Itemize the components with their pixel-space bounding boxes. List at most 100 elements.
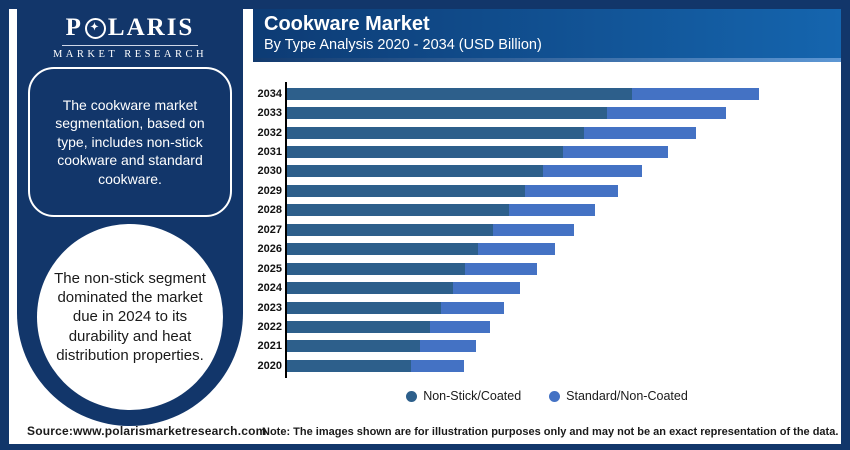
bar-segment-standard-non-coated-2034 <box>632 87 759 100</box>
bar-segment-non-stick-coated-2028 <box>287 204 509 217</box>
bar-segment-non-stick-coated-2032 <box>287 126 584 139</box>
y-axis-label: 2028 <box>257 204 282 217</box>
bar-segment-non-stick-coated-2027 <box>287 223 493 236</box>
y-axis-label: 2034 <box>257 87 282 100</box>
compass-star-icon: ✦ <box>84 17 106 39</box>
chart-rows: 2034 2033 2032 2031 2030 2029 2028 2027 2026 2025… <box>253 84 841 376</box>
polaris-logo: P ✦ LARIS MARKET RESEARCH <box>17 13 243 60</box>
stacked-bar <box>287 107 726 120</box>
y-axis-label: 2025 <box>257 262 282 275</box>
logo-text-after-o: LARIS <box>107 14 195 41</box>
bar-segment-standard-non-coated-2029 <box>525 184 618 197</box>
y-axis-label: 2020 <box>257 359 282 372</box>
chart-row-2034: 2034 <box>253 84 841 103</box>
legend-label: Standard/Non-Coated <box>566 389 688 403</box>
chart-row-2025: 2025 <box>253 259 841 278</box>
disclaimer-note: Note: The images shown are for illustrat… <box>262 426 839 438</box>
stacked-bar <box>287 165 642 178</box>
frame-border-top <box>0 0 850 9</box>
y-axis-label: 2033 <box>257 107 282 120</box>
dominance-callout-text: The non-stick segment dominated the mark… <box>54 270 206 364</box>
chart-row-2033: 2033 <box>253 103 841 122</box>
logo-divider-line <box>62 45 198 46</box>
page-subtitle: By Type Analysis 2020 - 2034 (USD Billio… <box>264 37 542 53</box>
bar-segment-non-stick-coated-2033 <box>287 107 607 120</box>
segmentation-callout-text: The cookware market segmentation, based … <box>55 96 205 187</box>
chart-row-2029: 2029 <box>253 181 841 200</box>
y-axis-label: 2032 <box>257 126 282 139</box>
legend-item: Non-Stick/Coated <box>406 389 521 403</box>
chart-header: Cookware Market By Type Analysis 2020 - … <box>253 9 841 58</box>
segmentation-callout-box: The cookware market segmentation, based … <box>28 67 232 217</box>
bar-segment-standard-non-coated-2033 <box>607 107 726 120</box>
y-axis-label: 2021 <box>257 340 282 353</box>
stacked-bar <box>287 359 464 372</box>
bar-segment-non-stick-coated-2024 <box>287 282 453 295</box>
chart-row-2031: 2031 <box>253 142 841 161</box>
header-accent-strip <box>253 58 841 62</box>
stacked-bar <box>287 223 574 236</box>
stacked-bar-chart: 2034 2033 2032 2031 2030 2029 2028 2027 2026 2025… <box>253 62 841 418</box>
chart-row-2023: 2023 <box>253 298 841 317</box>
bar-segment-standard-non-coated-2027 <box>493 223 574 236</box>
stacked-bar <box>287 126 696 139</box>
chart-row-2028: 2028 <box>253 201 841 220</box>
left-sidebar-panel: P ✦ LARIS MARKET RESEARCH The cookware m… <box>17 9 243 426</box>
bar-segment-non-stick-coated-2031 <box>287 146 563 159</box>
bar-segment-non-stick-coated-2034 <box>287 87 632 100</box>
bar-segment-standard-non-coated-2023 <box>441 301 504 314</box>
chart-row-2022: 2022 <box>253 317 841 336</box>
chart-row-2021: 2021 <box>253 337 841 356</box>
frame-border-left <box>0 0 9 450</box>
legend: Non-Stick/Coated Standard/Non-Coated <box>253 389 841 403</box>
chart-row-2024: 2024 <box>253 278 841 297</box>
bar-segment-non-stick-coated-2026 <box>287 243 478 256</box>
logo-wordmark: P ✦ LARIS <box>66 13 195 43</box>
y-axis-line <box>285 82 287 378</box>
bar-segment-standard-non-coated-2025 <box>465 262 537 275</box>
y-axis-label: 2027 <box>257 223 282 236</box>
legend-item: Standard/Non-Coated <box>549 389 688 403</box>
stacked-bar <box>287 184 618 197</box>
bar-segment-standard-non-coated-2026 <box>478 243 555 256</box>
stacked-bar <box>287 204 595 217</box>
legend-dot-icon <box>406 390 418 402</box>
frame-border-bottom <box>0 444 850 450</box>
y-axis-label: 2031 <box>257 146 282 159</box>
bar-segment-standard-non-coated-2022 <box>430 320 490 333</box>
bar-segment-non-stick-coated-2022 <box>287 320 430 333</box>
bar-segment-non-stick-coated-2029 <box>287 184 525 197</box>
stacked-bar <box>287 282 520 295</box>
bar-segment-non-stick-coated-2021 <box>287 340 420 353</box>
legend-label: Non-Stick/Coated <box>423 389 522 403</box>
stacked-bar <box>287 243 555 256</box>
bar-segment-standard-non-coated-2024 <box>453 282 520 295</box>
dominance-callout-circle: The non-stick segment dominated the mark… <box>37 224 223 410</box>
stacked-bar <box>287 320 490 333</box>
chart-row-2020: 2020 <box>253 356 841 375</box>
chart-row-2032: 2032 <box>253 123 841 142</box>
bar-segment-standard-non-coated-2031 <box>563 146 668 159</box>
logo-text-before-o: P <box>65 14 83 41</box>
chart-row-2030: 2030 <box>253 162 841 181</box>
y-axis-label: 2030 <box>257 165 282 178</box>
bar-segment-non-stick-coated-2023 <box>287 301 441 314</box>
stacked-bar <box>287 301 504 314</box>
y-axis-label: 2024 <box>257 282 282 295</box>
y-axis-label: 2026 <box>257 243 282 256</box>
bar-segment-standard-non-coated-2028 <box>509 204 595 217</box>
chart-row-2027: 2027 <box>253 220 841 239</box>
page-title: Cookware Market <box>264 13 430 35</box>
bar-segment-standard-non-coated-2030 <box>543 165 642 178</box>
stacked-bar <box>287 340 476 353</box>
bar-segment-standard-non-coated-2032 <box>584 126 696 139</box>
chart-row-2026: 2026 <box>253 240 841 259</box>
y-axis-label: 2029 <box>257 184 282 197</box>
stacked-bar <box>287 87 759 100</box>
logo-subtitle: MARKET RESEARCH <box>52 49 208 60</box>
bar-segment-standard-non-coated-2021 <box>420 340 476 353</box>
bar-segment-non-stick-coated-2030 <box>287 165 543 178</box>
stacked-bar <box>287 146 668 159</box>
bar-segment-non-stick-coated-2020 <box>287 359 411 372</box>
